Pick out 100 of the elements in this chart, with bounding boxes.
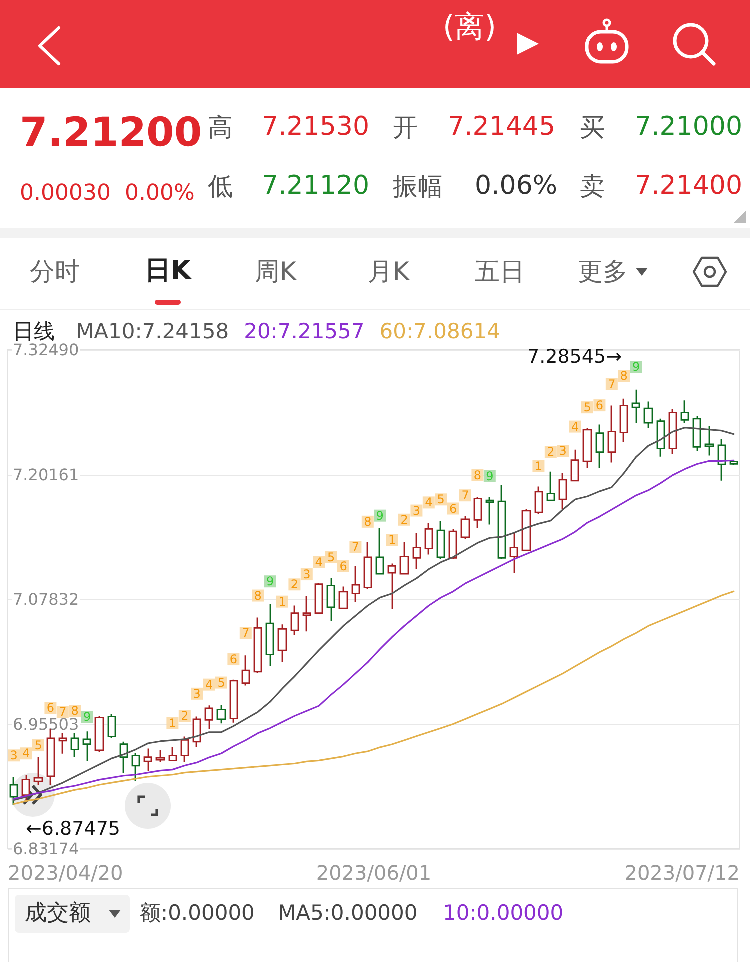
text: MA10:7.24158 — [76, 320, 230, 344]
candlestick — [204, 704, 214, 730]
candlestick — [668, 408, 678, 455]
annotation: 9 — [376, 508, 384, 523]
annotation: 3 — [412, 504, 421, 518]
candlestick — [570, 449, 580, 482]
candlestick — [352, 565, 360, 603]
annotation: 5 — [327, 550, 336, 564]
candlestick — [376, 527, 384, 576]
candlestick — [692, 415, 702, 452]
candlestick — [108, 714, 116, 740]
text: 振幅 — [393, 172, 443, 202]
annotation: 9 — [632, 360, 640, 374]
text: 更多 — [578, 257, 628, 287]
annotation: 7 — [59, 705, 67, 720]
annotation: 3 — [559, 444, 567, 458]
candlestick — [412, 532, 422, 570]
annotation: 3 — [10, 748, 18, 763]
candlestick — [10, 776, 18, 806]
candlestick — [608, 405, 616, 464]
text: 分时 — [30, 257, 80, 287]
dropdown-button: 成交额 — [15, 895, 130, 933]
candlestick — [290, 604, 300, 636]
annotation: 3 — [193, 686, 201, 701]
text: 60:7.08614 — [380, 320, 500, 344]
annotation: 1 — [534, 459, 543, 474]
annotation: 2 — [181, 709, 189, 724]
candlestick — [632, 389, 640, 424]
annotation: 7.28545→ — [528, 346, 622, 368]
y-tick-label: 7.07832 — [13, 590, 80, 609]
annotation: 5 — [437, 492, 445, 507]
annotation: 6 — [46, 701, 55, 716]
text: 7.21200 — [20, 109, 202, 157]
candlestick — [326, 577, 336, 622]
candlestick — [704, 426, 714, 456]
y-tick-label: 6.95503 — [13, 714, 80, 734]
candlestick — [534, 486, 544, 516]
text: 0.06% — [475, 171, 558, 203]
annotation: ←6.87475 — [26, 818, 120, 840]
candlestick — [424, 522, 434, 556]
annotation: 7 — [352, 540, 360, 554]
chart-title: (离) — [443, 10, 496, 46]
annotation: 2 — [400, 512, 408, 527]
annotation: 1 — [278, 594, 286, 609]
text: 高 — [208, 113, 233, 143]
annotation: 6 — [230, 652, 238, 667]
candlestick — [82, 730, 92, 762]
text: 卖 — [580, 172, 605, 202]
annotation: 9 — [83, 710, 92, 724]
annotation: 2 — [547, 445, 555, 460]
candlestick — [266, 603, 274, 667]
annotation: 5 — [34, 738, 42, 753]
annotation: 5 — [218, 676, 226, 690]
text: 日K — [145, 256, 192, 288]
candlestick — [474, 496, 482, 529]
candlestick — [94, 715, 104, 753]
annotation: 7 — [462, 488, 470, 503]
candlestick — [596, 424, 604, 470]
annotation: 4 — [571, 420, 580, 434]
annotation: 1 — [168, 716, 177, 730]
annotation: 8 — [71, 704, 79, 718]
text: 7.21000 — [635, 112, 743, 144]
legend-title: 日线 — [13, 320, 55, 344]
annotation: 4 — [315, 555, 323, 570]
annotation: 8 — [254, 588, 262, 603]
candlestick — [388, 563, 396, 610]
annotation: 8 — [364, 514, 372, 529]
text: 2023/06/01 — [316, 861, 432, 885]
candlestick — [436, 520, 446, 560]
candlestick — [620, 398, 628, 443]
candlestick — [314, 582, 324, 615]
annotation: 4 — [22, 746, 30, 761]
candlestick — [120, 741, 128, 774]
candlestick — [680, 400, 690, 424]
candlestick — [656, 418, 666, 458]
annotation: 6 — [596, 398, 604, 413]
candlestick — [230, 679, 238, 724]
text: 五日 — [475, 257, 525, 287]
annotation: 7 — [608, 377, 616, 392]
candlestick — [338, 586, 348, 610]
candlestick — [242, 654, 250, 686]
y-tick-label: 7.32490 — [13, 340, 80, 360]
candlestick — [522, 508, 532, 552]
text: 10:0.00000 — [443, 901, 564, 927]
candlestick — [546, 471, 556, 502]
annotation: 8 — [620, 369, 628, 384]
candlestick — [254, 617, 262, 674]
candlestick — [558, 472, 568, 510]
candlestick — [278, 624, 288, 664]
text: 7.21120 — [262, 171, 370, 203]
candlestick — [582, 428, 592, 470]
text: 2023/07/12 — [624, 861, 740, 885]
annotation: 9 — [266, 574, 274, 589]
text: 额:0.00000 — [140, 901, 255, 927]
y-tick-label: 6.83174 — [13, 840, 80, 858]
text: 0.00030 — [20, 180, 111, 208]
annotation: 6 — [449, 502, 458, 516]
text: MA5:0.00000 — [278, 901, 418, 927]
annotation: 4 — [425, 496, 433, 510]
text: 7.21445 — [448, 112, 556, 144]
